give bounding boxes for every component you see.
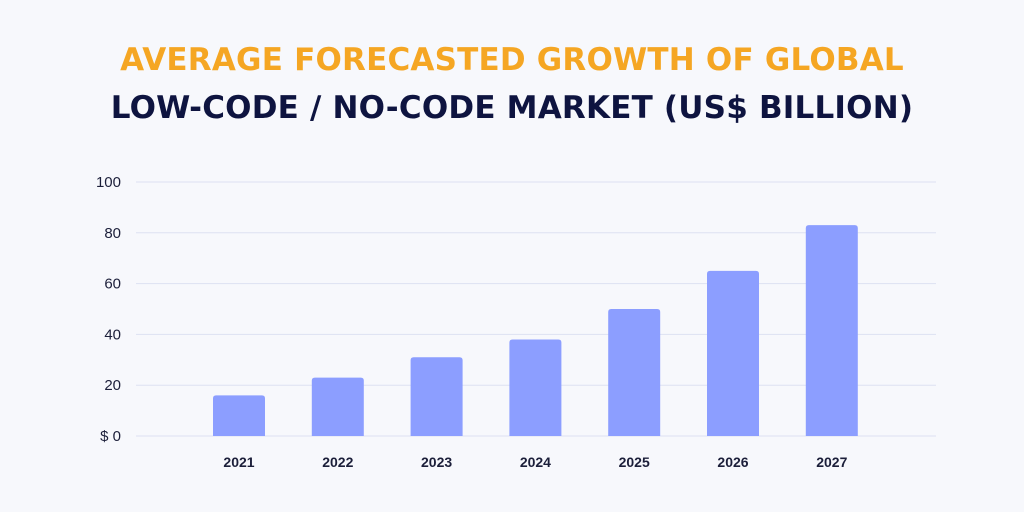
bar-2026 — [707, 270, 759, 436]
x-tick-label: 2024 — [520, 454, 551, 470]
x-tick-label: 2027 — [816, 454, 847, 470]
y-tick-label: 100 — [96, 174, 121, 191]
y-tick-label: 80 — [104, 225, 121, 242]
x-tick-label: 2021 — [223, 454, 254, 470]
y-tick-label: 20 — [104, 377, 121, 394]
bar-2024 — [509, 339, 562, 436]
x-tick-label: 2023 — [421, 454, 452, 470]
bar-2025 — [608, 309, 661, 436]
y-axis-ticks: $ 0 20 40 60 80 100 — [96, 174, 121, 445]
y-tick-label: 40 — [104, 326, 121, 343]
y-tick-label: 60 — [104, 276, 121, 293]
x-axis-ticks: 2021 2022 2023 2024 2025 2026 2027 — [223, 454, 847, 470]
x-tick-label: 2025 — [619, 454, 650, 470]
chart-subtitle: LOW-CODE / NO-CODE MARKET (US$ BILLION) — [110, 90, 914, 126]
bar-2022 — [311, 377, 364, 436]
y-tick-label: $ 0 — [100, 428, 121, 445]
x-tick-label: 2022 — [322, 454, 353, 470]
bars — [213, 225, 858, 436]
bar-2023 — [410, 357, 463, 436]
chart-title: AVERAGE FORECASTED GROWTH OF GLOBAL — [120, 42, 904, 78]
bar-2021 — [213, 395, 265, 436]
bar-2027 — [805, 225, 858, 436]
x-tick-label: 2026 — [717, 454, 748, 470]
